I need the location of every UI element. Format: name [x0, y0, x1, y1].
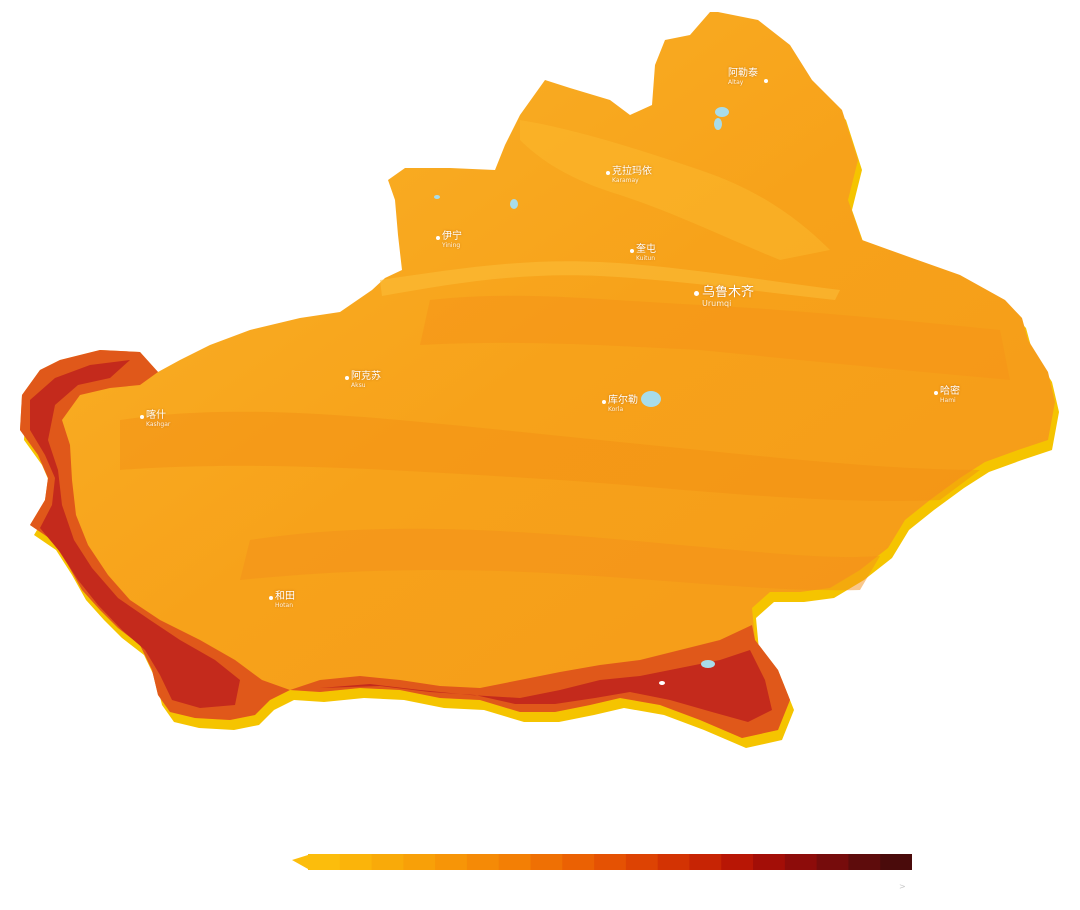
legend-swatch [689, 854, 722, 870]
city-name: 阿克苏 [351, 371, 381, 382]
city-dot [934, 391, 938, 395]
terrain-shading [240, 528, 880, 591]
city-name-en: Urumqi [702, 298, 732, 308]
city-dot [602, 400, 606, 404]
city-dot [606, 171, 610, 175]
legend-swatch [308, 854, 341, 870]
city-dot [269, 596, 273, 600]
city-dot [140, 415, 144, 419]
city-korla: 库尔勒 Korla [602, 395, 638, 413]
legend-swatch [403, 854, 436, 870]
legend-swatch [466, 854, 500, 870]
lake-south-small [659, 681, 665, 685]
city-dot [345, 376, 349, 380]
legend-swatch [435, 854, 468, 870]
city-name: 哈密 [940, 386, 960, 397]
legend-tip [292, 855, 308, 869]
tianshan-ridge [380, 261, 840, 300]
city-name: 和田 [275, 591, 295, 602]
city-name: 伊宁 [442, 231, 462, 242]
city-name-en: Altay [728, 78, 744, 86]
legend-swatch [562, 854, 595, 870]
legend-swatch [784, 854, 818, 870]
lake-ulungur [715, 107, 729, 117]
city-name-en: Yining [442, 241, 461, 249]
terrain-shading [120, 411, 980, 501]
mountain-high-south [290, 625, 790, 738]
mountain-peaks-south [320, 650, 772, 722]
city-name-en: Karamay [612, 176, 639, 184]
city-urumqi: 乌鲁木齐 Urumqi [694, 285, 755, 308]
city-name-en: Kashgar [146, 420, 171, 428]
city-karamay: 克拉玛依 Karamay [606, 166, 652, 184]
legend-swatch [625, 854, 659, 870]
lake-ulungur-south [714, 118, 722, 130]
city-name: 库尔勒 [608, 395, 638, 406]
city-altay: 阿勒泰 Altay [728, 68, 768, 86]
city-name-en: Aksu [351, 381, 366, 389]
legend-swatch [880, 854, 912, 870]
city-name-en: Kuitun [636, 254, 656, 262]
lake-bosten [641, 391, 661, 407]
city-dot [764, 79, 768, 83]
legend-swatch [498, 854, 532, 870]
city-dot [694, 291, 699, 296]
city-name: 克拉玛依 [612, 166, 652, 177]
lake-small-west [434, 195, 440, 199]
lake-south [701, 660, 715, 668]
legend-swatch [371, 854, 404, 870]
city-name-en: Hami [940, 396, 956, 404]
legend-swatch [721, 854, 754, 870]
legend-tick-label: > [899, 882, 906, 891]
city-aksu: 阿克苏 Aksu [345, 371, 381, 389]
legend-swatch [816, 854, 850, 870]
mountain-peaks-southwest [30, 360, 240, 708]
city-hami: 哈密 Hami [934, 386, 960, 404]
legend-swatch [753, 854, 786, 870]
city-name-en: Korla [608, 405, 624, 413]
terrain-shading [520, 120, 830, 260]
legend-swatch [339, 854, 373, 870]
legend-swatch [594, 854, 627, 870]
city-dot [436, 236, 440, 240]
city-hotan: 和田 Hotan [269, 591, 295, 609]
legend-swatch [848, 854, 881, 870]
city-name: 阿勒泰 [728, 68, 758, 79]
elevation-color-legend [292, 854, 912, 870]
legend-swatch [530, 854, 563, 870]
city-name: 喀什 [146, 410, 166, 421]
legend-swatch [657, 854, 691, 870]
city-name: 奎屯 [636, 244, 656, 255]
city-yining: 伊宁 Yining [436, 231, 462, 249]
city-name: 乌鲁木齐 [702, 285, 755, 300]
city-dot [630, 249, 634, 253]
city-name-en: Hotan [275, 601, 294, 609]
terrain-shading [420, 295, 1010, 380]
lake-sayram [510, 199, 518, 209]
city-kashgar: 喀什 Kashgar [140, 410, 171, 428]
city-kuitun: 奎屯 Kuitun [630, 244, 656, 262]
